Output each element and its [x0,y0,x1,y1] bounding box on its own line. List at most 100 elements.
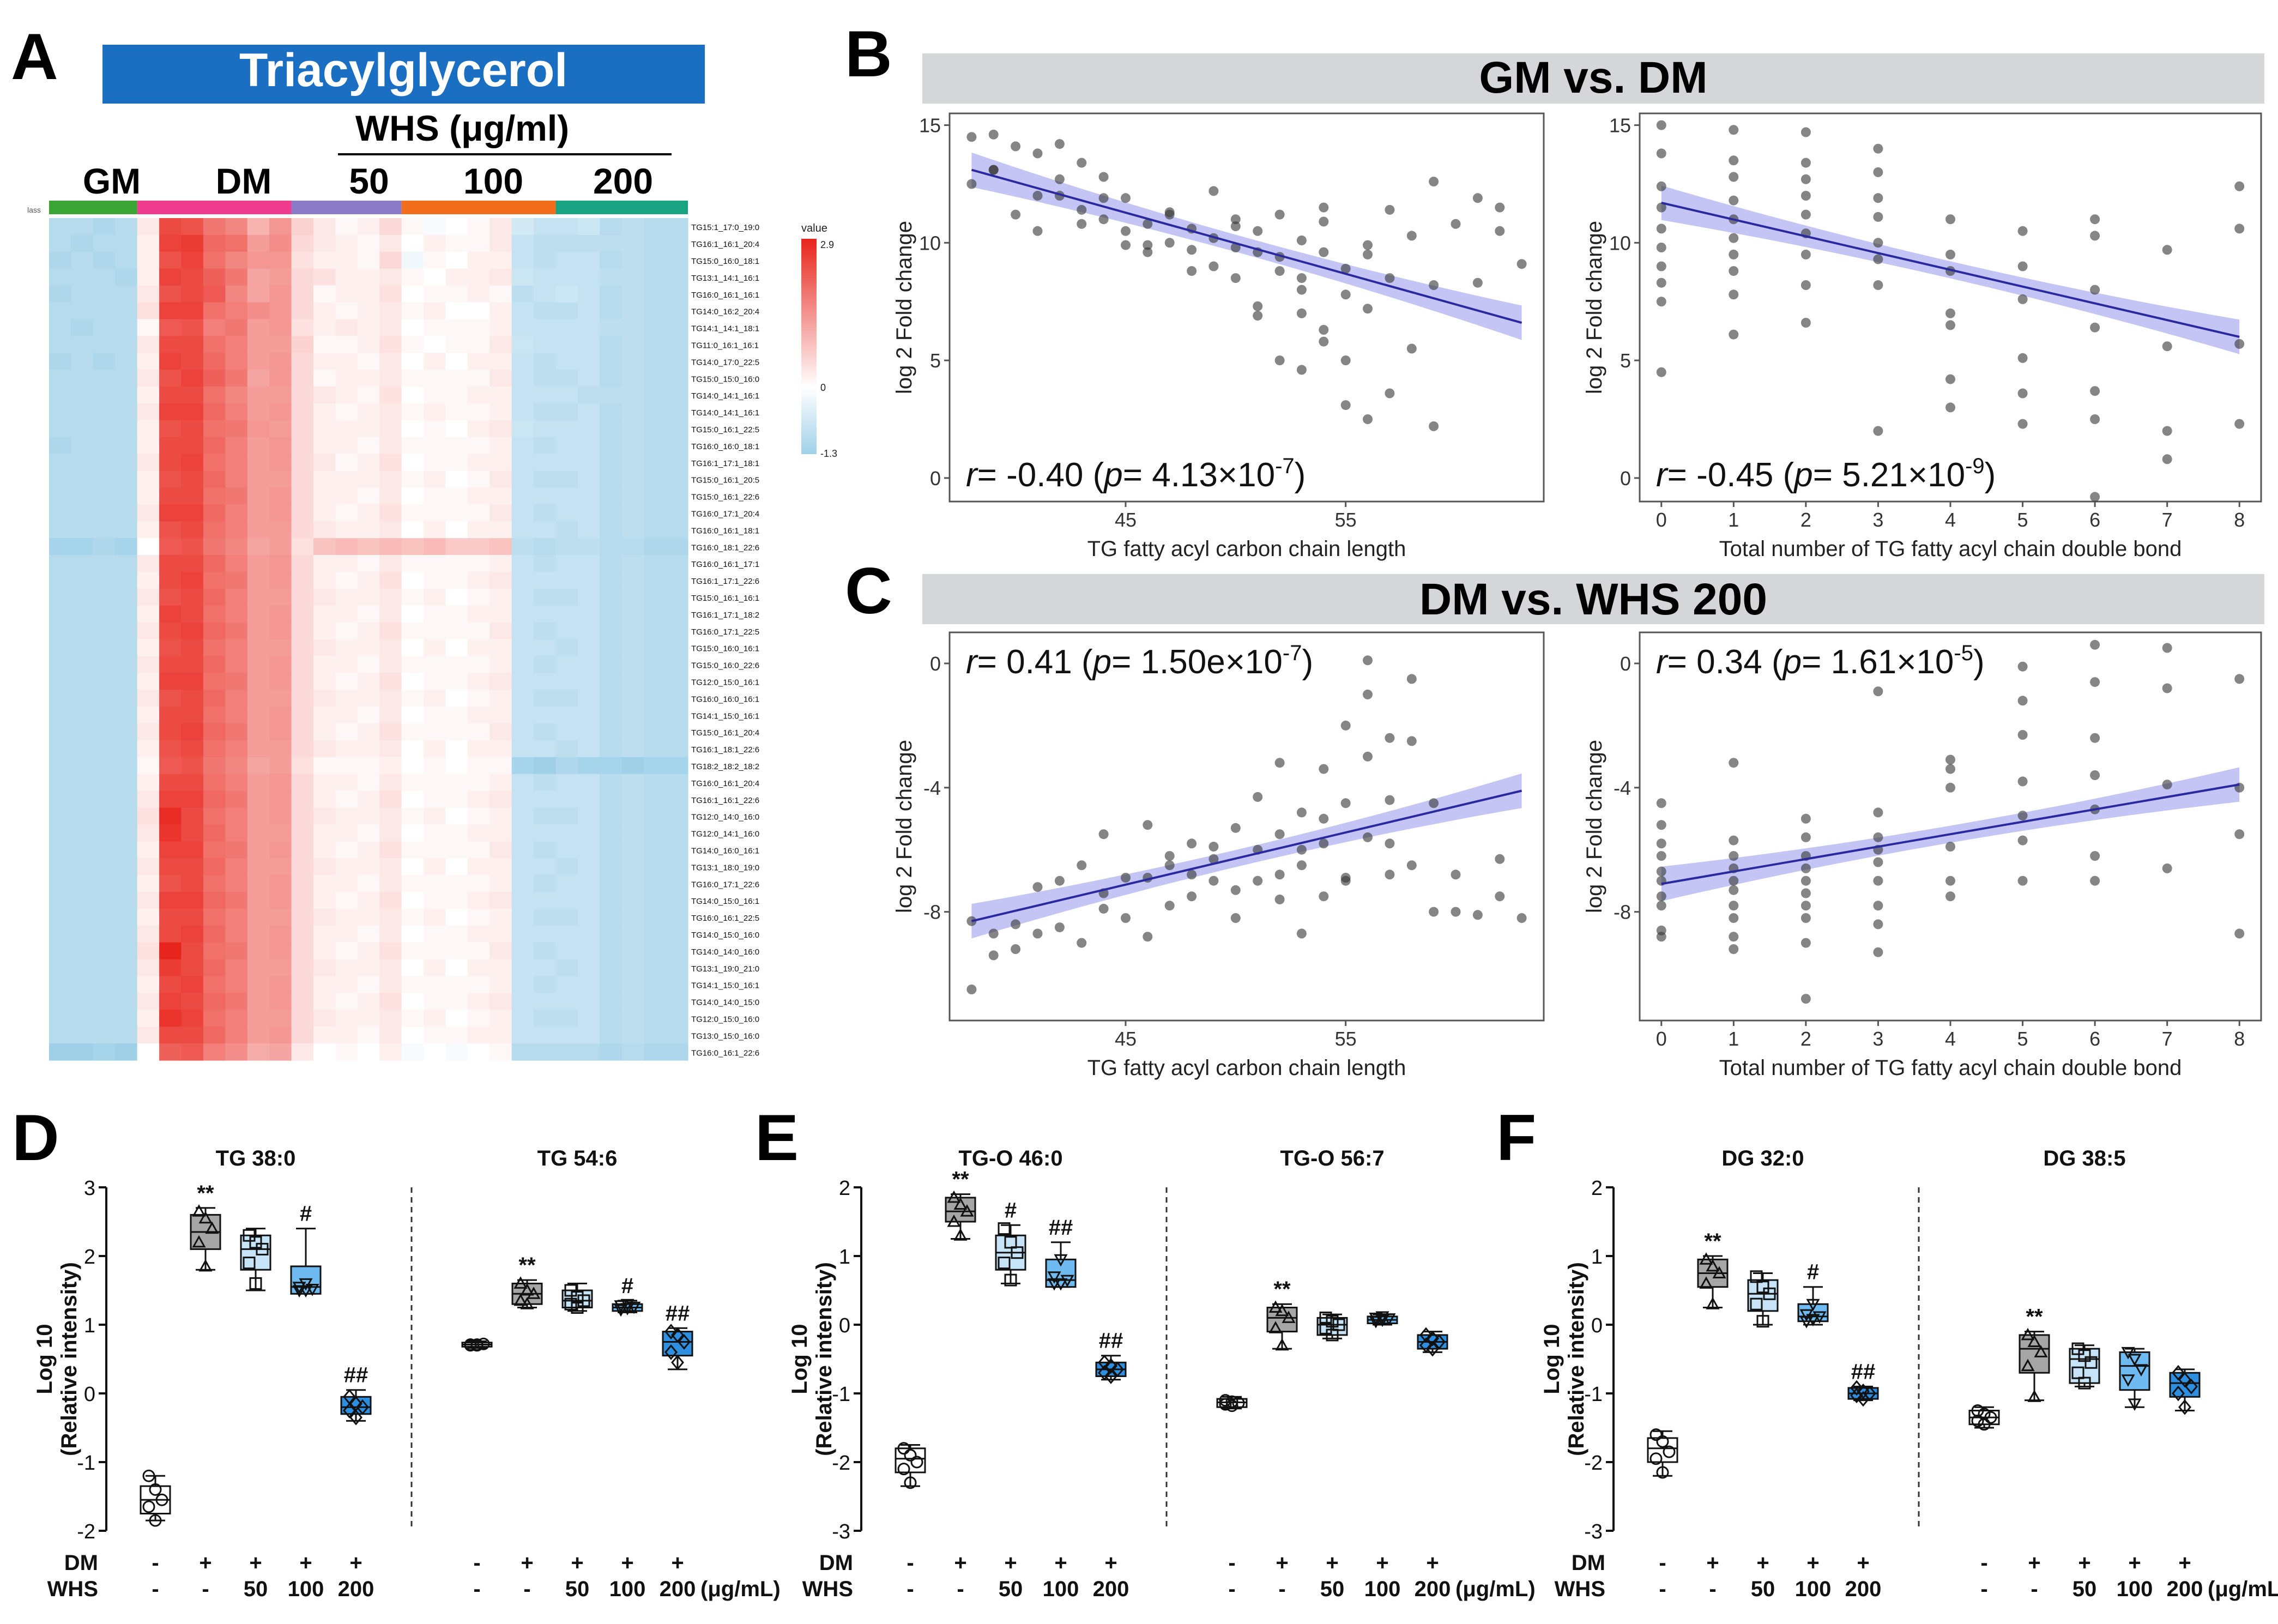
data-point [1253,226,1263,236]
heatmap-cell [577,942,600,960]
heatmap-cell [71,470,94,488]
heatmap-cell [71,605,94,623]
heatmap-cell [203,858,226,876]
heatmap-cell [467,555,490,572]
data-point [1873,901,1883,911]
box [2119,1351,2150,1391]
heatmap-cell [247,538,270,556]
data-point [1729,249,1739,259]
heatmap-cell [379,790,402,808]
significance-mark: ** [197,1181,214,1205]
data-point [1187,245,1197,255]
data-point [1385,733,1395,743]
heatmap-cell [181,285,204,303]
heatmap-row-label: TG12:0_15:0_16:1 [691,678,759,687]
heatmap-cell [445,959,468,977]
heatmap-cell [225,740,248,758]
heatmap-cell [269,521,292,539]
data-point [1121,873,1131,883]
heatmap-cell [666,925,688,943]
heatmap-row-label: TG14:0_14:0_15:0 [691,998,759,1007]
data-point [1800,249,1811,259]
row-label-dm: DM [64,1551,98,1575]
heatmap-cell [49,723,72,741]
heatmap-cell [115,454,138,472]
heatmap-cell [534,571,557,589]
heatmap-cell [644,268,667,286]
heatmap-row-label: TG14:0_16:2_20:4 [691,307,759,317]
heatmap-cell [621,841,644,859]
x-tick-label: 6 [2089,509,2100,531]
heatmap-cell [247,218,270,236]
stat-part: r [966,643,978,681]
heatmap-cell [137,976,160,993]
data-point [1800,209,1811,220]
heatmap-cell [71,875,94,892]
stat-close: ) [1985,456,1996,494]
data-point [1729,835,1739,846]
heatmap-cell [490,1010,512,1027]
point-marker [1799,1309,1814,1322]
panel-c-header-bar [922,574,2264,624]
heatmap-cell [644,892,667,909]
heatmap-cell [115,639,138,656]
heatmap-cell [159,454,182,472]
data-point [2017,353,2028,363]
heatmap-cell [115,892,138,909]
box [561,1289,593,1308]
heatmap-cell [247,605,270,623]
heatmap-cell [291,268,314,286]
heatmap-cell [291,370,314,387]
heatmap-cell [577,370,600,387]
data-point [1873,254,1883,264]
point-marker [1047,1271,1061,1284]
heatmap-cell [379,521,402,539]
heatmap-row-label: TG16:1_17:1_22:6 [691,577,759,586]
heatmap-cell [666,858,688,876]
point-marker [349,1409,362,1426]
heatmap-cell [159,639,182,656]
heatmap-cell [115,487,138,505]
heatmap-cell [401,454,424,472]
y-tick-label: -2 [1584,1452,1603,1475]
heatmap-cell [137,218,160,236]
heatmap-cell [555,639,578,656]
heatmap-cell [291,403,314,421]
data-point [1729,289,1739,300]
heatmap-cell [621,319,644,336]
heatmap-cell [490,892,512,909]
heatmap-cell [71,757,94,775]
data-point [2234,181,2245,191]
dm-sign: + [299,1551,312,1575]
heatmap-cell [445,487,468,505]
point-marker [1750,1297,1763,1311]
heatmap-cell [137,656,160,673]
heatmap-cell [247,571,270,589]
heatmap-cell [181,370,204,387]
x-tick-label: 2 [1800,1028,1811,1050]
heatmap-cell [401,858,424,876]
point-marker [1971,1414,1984,1427]
heatmap-cell [203,824,226,842]
heatmap-cell [511,336,534,353]
heatmap-cell [577,319,600,336]
heatmap-cell [203,420,226,438]
heatmap-cell [181,302,204,319]
whs-value: - [1980,1577,1987,1601]
heatmap-cell [269,571,292,589]
heatmap-cell [445,790,468,808]
heatmap-cell [71,976,94,993]
data-point [1143,820,1153,830]
data-point [2017,261,2028,271]
stat-part: = [1667,456,1696,494]
heatmap-cell [467,690,490,707]
data-point [1656,261,1666,271]
heatmap-cell [577,504,600,522]
stat-part: = [977,643,1006,681]
heatmap-cell [600,622,623,640]
y-axis-title-2: (Relative intensity) [57,1262,81,1456]
heatmap-cell [335,774,358,792]
heatmap-cell [621,285,644,303]
heatmap-cell [357,656,380,673]
heatmap-cell [445,723,468,741]
